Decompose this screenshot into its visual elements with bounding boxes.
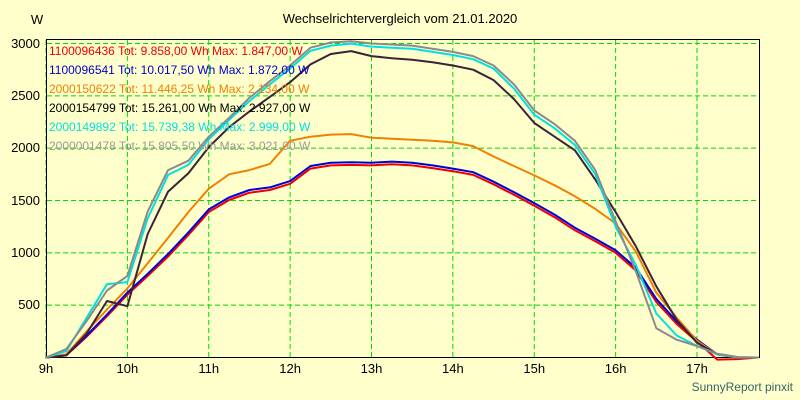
y-tick-label: 2500 bbox=[11, 87, 40, 103]
x-tick-label: 9h bbox=[38, 361, 54, 376]
legend-item-2000001478: 2000001478 Tot: 15.805,50 Wh Max: 3.021,… bbox=[49, 139, 311, 153]
legend-item-2000154799: 2000154799 Tot: 15.261,00 Wh Max: 2.927,… bbox=[49, 101, 311, 115]
x-tick-label: 11h bbox=[198, 361, 220, 376]
x-tick-label: 16h bbox=[604, 361, 627, 376]
x-tick-label: 17h bbox=[686, 361, 708, 376]
y-tick-label: 3000 bbox=[11, 35, 40, 51]
y-axis-unit-label: W bbox=[30, 12, 44, 27]
series-line-2000154799 bbox=[45, 50, 759, 359]
y-tick-label: 1000 bbox=[11, 244, 40, 260]
y-tick-label: 1500 bbox=[11, 192, 40, 208]
legend-item-2000149892: 2000149892 Tot: 15.739,38 Wh Max: 2.999,… bbox=[49, 120, 311, 134]
footer-credit: SunnyReport pinxit bbox=[691, 380, 793, 394]
plot-border bbox=[46, 39, 760, 358]
series-line-1100096541 bbox=[45, 160, 759, 359]
y-tick-label: 500 bbox=[18, 297, 40, 313]
y-tick-label: 2000 bbox=[11, 140, 40, 156]
x-tick-label: 10h bbox=[116, 361, 139, 376]
series-line-2000149892 bbox=[45, 42, 759, 359]
legend-item-1100096436: 1100096436 Tot: 9.858,00 Wh Max: 1.847,0… bbox=[49, 44, 303, 58]
x-tick-label: 15h bbox=[523, 361, 546, 376]
legend-item-2000150622: 2000150622 Tot: 11.446,25 Wh Max: 2.134,… bbox=[49, 82, 310, 96]
chart-title: Wechselrichtervergleich vom 21.01.2020 bbox=[282, 11, 518, 26]
series-line-1100096436 bbox=[45, 163, 759, 361]
series-line-2000001478 bbox=[45, 40, 759, 359]
x-tick-label: 12h bbox=[279, 361, 301, 376]
x-tick-label: 14h bbox=[442, 361, 464, 376]
chart-legend: 1100096436 Tot: 9.858,00 Wh Max: 1.847,0… bbox=[49, 42, 310, 156]
series-line-2000150622 bbox=[45, 133, 759, 359]
x-tick-label: 13h bbox=[360, 361, 383, 376]
legend-item-1100096541: 1100096541 Tot: 10.017,50 Wh Max: 1.872,… bbox=[49, 63, 310, 77]
